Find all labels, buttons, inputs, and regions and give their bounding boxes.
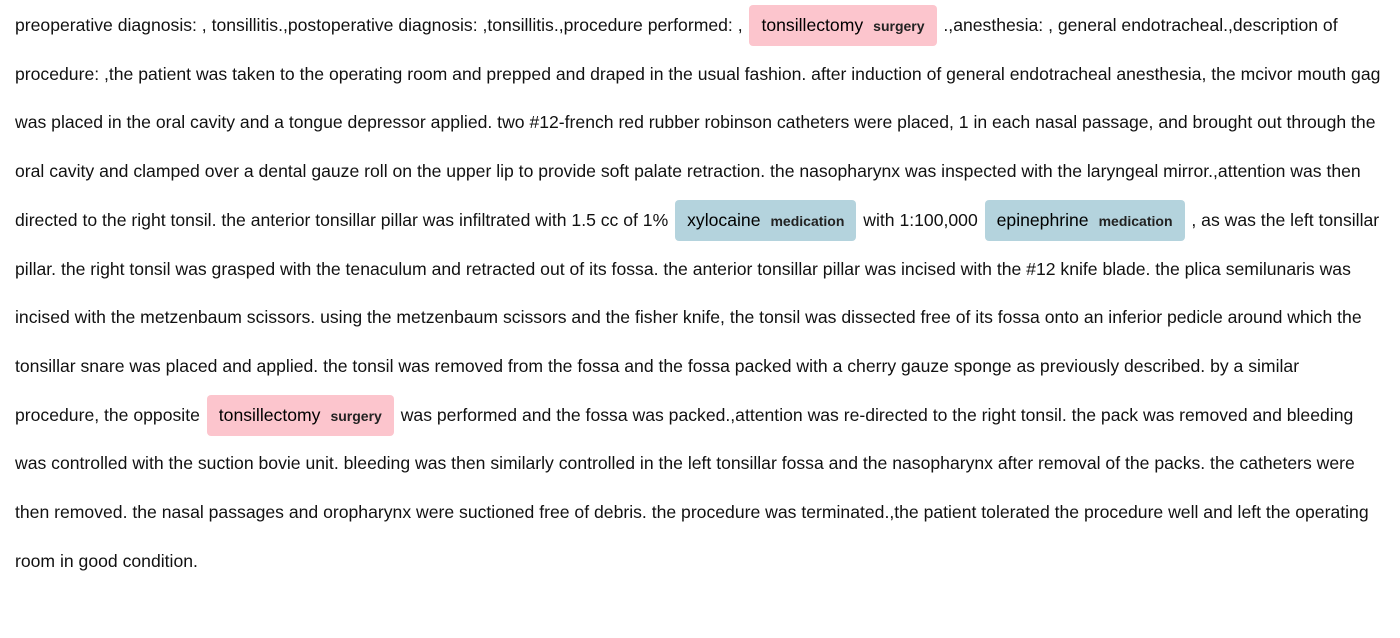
entity-text: epinephrine [996,209,1089,230]
entity-label: surgery [873,18,925,34]
entity-medication[interactable]: epinephrine medication [984,199,1185,241]
entity-label: surgery [330,407,382,424]
entity-medication[interactable]: xylocaine medication [675,199,857,241]
entity-text: tonsillectomy [761,15,864,35]
entity-text: xylocaine [687,209,761,230]
text-segment: was performed and the fossa was packed.,… [15,404,1369,571]
entity-label: medication [770,212,845,229]
entity-surgery[interactable]: tonsillectomy surgery [206,394,394,436]
text-segment: .,anesthesia: , general endotracheal.,de… [15,15,1381,230]
text-segment: preoperative diagnosis: , tonsillitis.,p… [15,15,748,35]
entity-surgery[interactable]: tonsillectomy surgery [749,5,937,46]
entity-label: medication [1098,212,1173,229]
entity-text: tonsillectomy [218,404,321,425]
text-segment: , as was the left tonsillar pillar. the … [15,209,1380,425]
text-segment: with 1:100,000 [858,209,983,230]
